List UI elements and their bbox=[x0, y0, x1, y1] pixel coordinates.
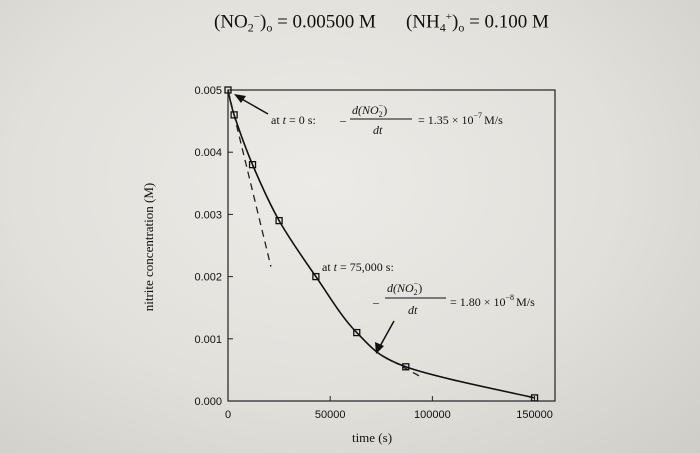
x-tick-label: 100000 bbox=[414, 409, 451, 421]
ticks: 0 50000 100000 150000 0.000 0.001 0.002 0.003 0.… bbox=[194, 85, 552, 421]
annotation-t0-minus: – bbox=[339, 113, 347, 127]
data-point-marker bbox=[312, 272, 320, 281]
data-point-marker bbox=[402, 363, 410, 371]
initial-nitrite-label: (NO2−)o = 0.00500 M bbox=[214, 11, 376, 35]
y-tick-label: 0.000 bbox=[194, 396, 222, 408]
y-axis-label: nitrite concentration (M) bbox=[141, 183, 156, 312]
annotation-t0-value: = 1.35 × 10−7 M/s bbox=[418, 111, 503, 127]
arrow-t0-shaft bbox=[239, 97, 269, 115]
annotation-t0-denominator: dt bbox=[373, 123, 383, 137]
tangents bbox=[227, 89, 423, 379]
annotation-t75000-value: = 1.80 × 10−8 M/s bbox=[450, 293, 535, 309]
annotation-t75000: at t = 75,000 s: – d(NO2−) dt = 1.80 × 1… bbox=[322, 260, 535, 317]
arrow-t75000-shaft bbox=[378, 320, 395, 349]
markers bbox=[224, 86, 539, 402]
y-tick-label: 0.002 bbox=[194, 272, 222, 284]
y-tick-label: 0.001 bbox=[194, 334, 222, 346]
data-point-marker bbox=[224, 86, 232, 94]
x-axis-label: time (s) bbox=[352, 430, 392, 445]
y-tick-label: 0.003 bbox=[194, 209, 222, 221]
annotation-t0-numerator: d(NO2−) bbox=[352, 101, 387, 119]
annotation-arrows bbox=[234, 94, 395, 354]
y-tick-label: 0.004 bbox=[194, 147, 222, 159]
x-tick-label: 0 bbox=[225, 409, 231, 421]
tangent-line-1 bbox=[227, 89, 272, 267]
x-tick-label: 150000 bbox=[516, 409, 553, 421]
arrow-t0-head bbox=[234, 94, 246, 103]
data-point-marker bbox=[230, 111, 238, 119]
annotation-t75000-label: at t = 75,000 s: bbox=[322, 260, 394, 274]
arrow-t75000-head bbox=[375, 342, 384, 354]
annotation-t0-label: at t = 0 s: bbox=[271, 113, 316, 127]
data-point-marker bbox=[353, 328, 361, 337]
axes bbox=[227, 89, 556, 402]
y-tick-label: 0.005 bbox=[194, 85, 222, 97]
data-point-marker bbox=[530, 394, 539, 402]
annotation-t75000-numerator: d(NO2−) bbox=[387, 279, 422, 297]
tangent-line-2 bbox=[380, 354, 423, 379]
plot-frame bbox=[227, 89, 556, 402]
annotation-t0: at t = 0 s: – d(NO2−) dt = 1.35 × 10−7 M/… bbox=[271, 101, 503, 137]
initial-ammonium-label: (NH4+)o = 0.100 M bbox=[406, 11, 549, 35]
annotation-t75000-minus: – bbox=[372, 295, 380, 309]
x-tick-label: 50000 bbox=[315, 409, 346, 421]
data-point-marker bbox=[248, 160, 257, 169]
data-point-marker bbox=[275, 216, 283, 225]
annotation-t75000-denominator: dt bbox=[408, 303, 418, 317]
